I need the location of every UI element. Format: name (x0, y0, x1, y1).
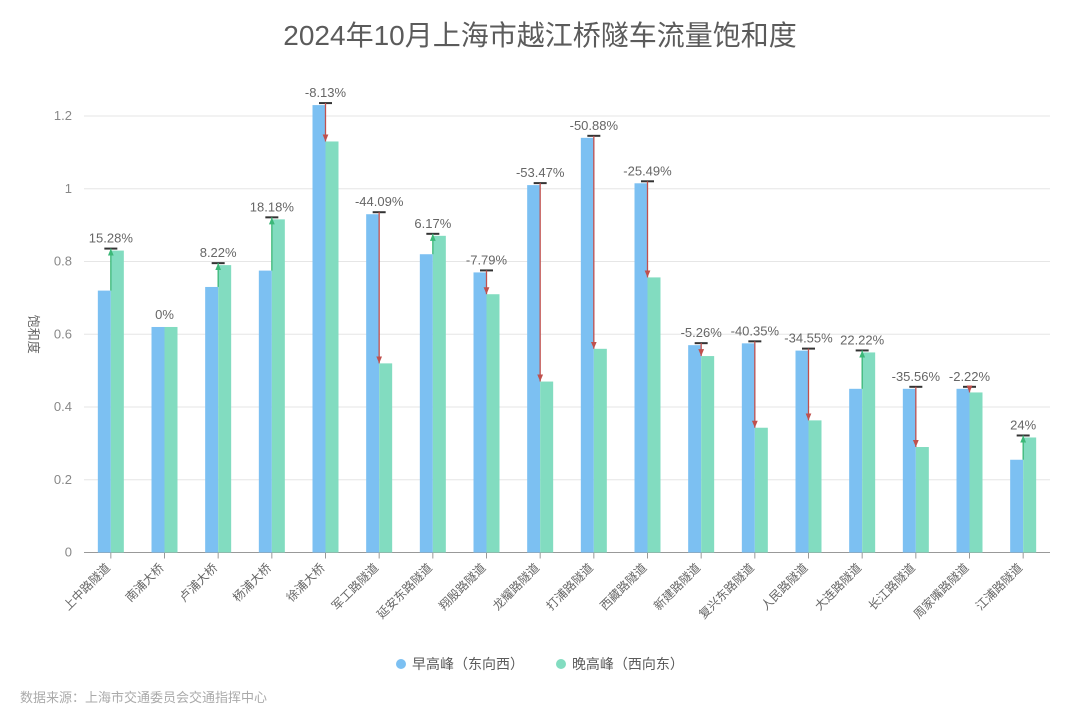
svg-text:龙耀路隧道: 龙耀路隧道 (489, 560, 542, 613)
svg-text:15.28%: 15.28% (89, 231, 134, 246)
svg-text:杨浦大桥: 杨浦大桥 (229, 560, 274, 605)
svg-text:0: 0 (65, 545, 72, 560)
svg-text:军工路隧道: 军工路隧道 (328, 560, 381, 613)
svg-text:-40.35%: -40.35% (731, 323, 780, 338)
svg-text:0%: 0% (155, 307, 174, 322)
svg-text:-44.09%: -44.09% (355, 194, 404, 209)
svg-text:-35.56%: -35.56% (892, 369, 941, 384)
svg-text:上中路隧道: 上中路隧道 (60, 560, 113, 613)
svg-text:-34.55%: -34.55% (784, 331, 833, 346)
svg-text:西藏路隧道: 西藏路隧道 (597, 560, 650, 613)
svg-text:1: 1 (65, 181, 72, 196)
svg-text:6.17%: 6.17% (414, 216, 451, 231)
svg-text:人民路隧道: 人民路隧道 (758, 560, 811, 613)
svg-text:大连路隧道: 大连路隧道 (811, 560, 864, 613)
svg-text:周家嘴路隧道: 周家嘴路隧道 (910, 560, 972, 622)
svg-text:南浦大桥: 南浦大桥 (122, 560, 167, 605)
svg-text:0.4: 0.4 (54, 399, 72, 414)
svg-text:-25.49%: -25.49% (623, 163, 672, 178)
svg-text:1.2: 1.2 (54, 108, 72, 123)
svg-text:打浦路隧道: 打浦路隧道 (543, 560, 596, 613)
svg-text:翔殷路隧道: 翔殷路隧道 (436, 560, 489, 613)
svg-text:卢浦大桥: 卢浦大桥 (176, 560, 221, 605)
svg-text:-8.13%: -8.13% (305, 85, 347, 100)
svg-text:8.22%: 8.22% (200, 245, 237, 260)
svg-text:徐浦大桥: 徐浦大桥 (283, 560, 328, 605)
svg-text:24%: 24% (1010, 417, 1036, 432)
svg-text:0.6: 0.6 (54, 326, 72, 341)
svg-text:长江路隧道: 长江路隧道 (865, 560, 918, 613)
svg-text:新建路隧道: 新建路隧道 (650, 560, 703, 613)
svg-text:-53.47%: -53.47% (516, 165, 565, 180)
svg-text:江浦路隧道: 江浦路隧道 (972, 560, 1025, 613)
svg-text:饱和度: 饱和度 (26, 315, 41, 354)
svg-text:复兴东路隧道: 复兴东路隧道 (695, 560, 757, 622)
svg-text:22.22%: 22.22% (840, 332, 885, 347)
svg-text:18.18%: 18.18% (250, 199, 295, 214)
svg-text:-2.22%: -2.22% (949, 369, 991, 384)
svg-text:延安东路隧道: 延安东路隧道 (373, 560, 435, 622)
svg-text:0.8: 0.8 (54, 254, 72, 269)
svg-text:0.2: 0.2 (54, 472, 72, 487)
svg-text:-7.79%: -7.79% (466, 252, 508, 267)
svg-text:-5.26%: -5.26% (681, 325, 723, 340)
svg-text:-50.88%: -50.88% (570, 118, 619, 133)
